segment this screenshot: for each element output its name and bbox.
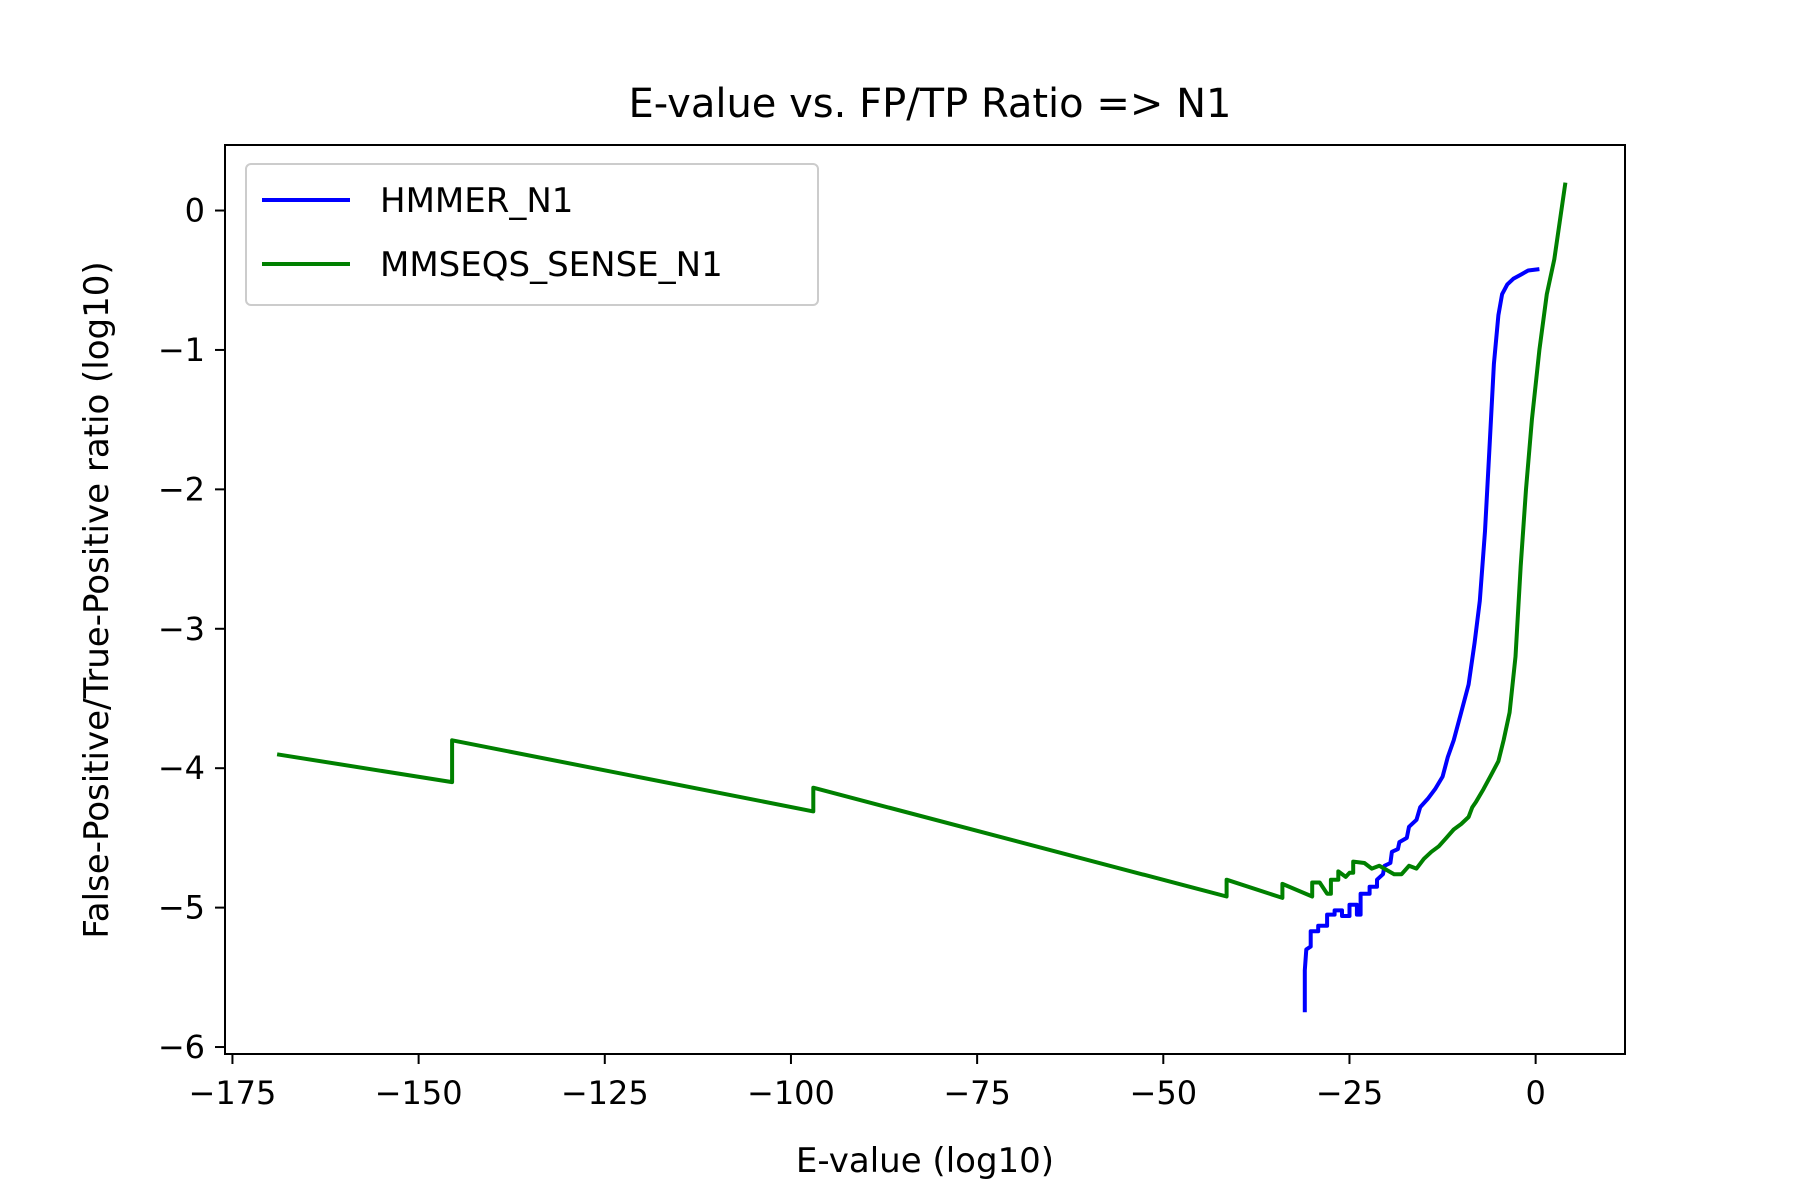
x-tick-label: 0	[1525, 1074, 1545, 1112]
y-tick-label: −1	[158, 331, 205, 369]
legend-label-hmmer: HMMER_N1	[380, 181, 573, 221]
series-line-hmmer	[1302, 267, 1540, 1013]
legend-label-mmseqs: MMSEQS_SENSE_N1	[380, 245, 723, 285]
y-tick-label: −6	[158, 1028, 205, 1066]
y-axis-ticks: 0 −1 −2 −3 −4 −5 −6	[158, 192, 225, 1066]
plot-lines	[276, 182, 1568, 1013]
x-tick-label: −125	[561, 1074, 649, 1112]
x-tick-label: −75	[943, 1074, 1011, 1112]
x-tick-label: −100	[747, 1074, 835, 1112]
x-tick-label: −150	[375, 1074, 463, 1112]
legend: HMMER_N1 MMSEQS_SENSE_N1	[245, 163, 819, 306]
y-tick-label: 0	[185, 192, 205, 230]
x-tick-label: −25	[1316, 1074, 1384, 1112]
legend-box	[245, 163, 819, 306]
x-tick-label: −50	[1130, 1074, 1198, 1112]
y-tick-label: −5	[158, 889, 205, 927]
y-tick-label: −4	[158, 749, 205, 787]
chart-title: E-value vs. FP/TP Ratio => N1	[629, 81, 1232, 127]
y-axis-label: False-Positive/True-Positive ratio (log1…	[77, 261, 117, 938]
series-line-mmseqs	[276, 182, 1568, 900]
x-axis-label: E-value (log10)	[796, 1141, 1054, 1181]
y-tick-label: −3	[158, 610, 205, 648]
x-axis-ticks: −175 −150 −125 −100 −75 −50 −25 0	[189, 1054, 1546, 1112]
x-tick-label: −175	[189, 1074, 277, 1112]
plot-frame	[224, 144, 1626, 1055]
y-tick-label: −2	[158, 470, 205, 508]
